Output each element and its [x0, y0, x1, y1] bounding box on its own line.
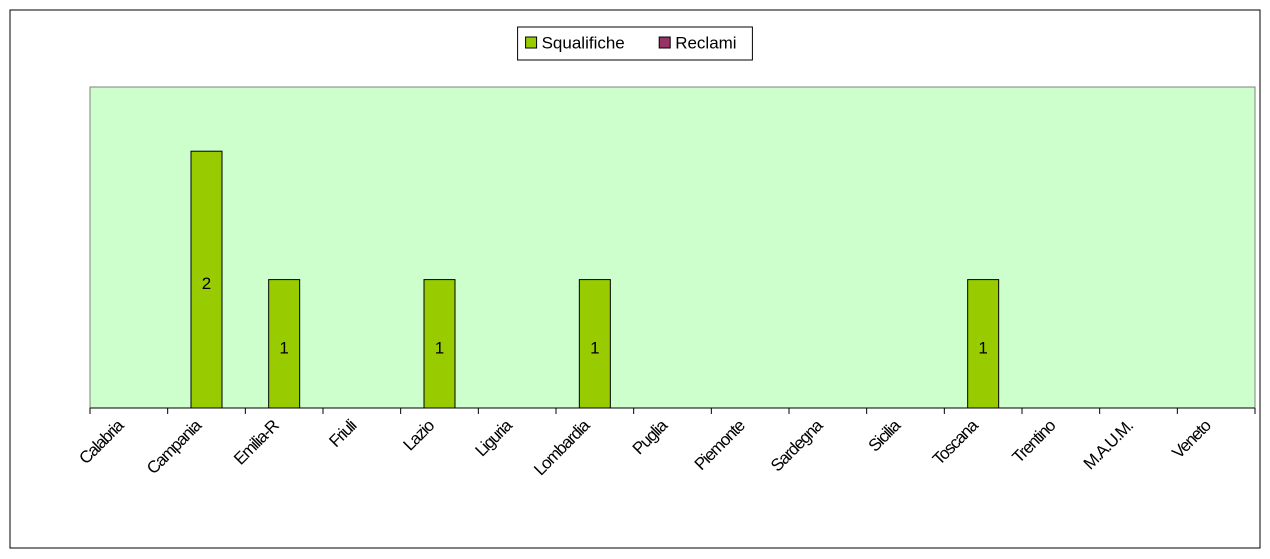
legend-label: Squalifiche: [542, 33, 625, 52]
plot-area: [89, 86, 1256, 409]
data-label: 2: [202, 274, 211, 293]
legend-swatch: [525, 36, 538, 49]
data-label: 1: [590, 338, 599, 357]
bar: [967, 279, 1000, 409]
bar: [578, 279, 611, 409]
bar: [268, 279, 301, 409]
legend-label: Reclami: [675, 33, 736, 52]
legend-box: [517, 26, 753, 61]
data-label: 1: [435, 338, 444, 357]
bar: [423, 279, 456, 409]
data-label: 1: [978, 338, 987, 357]
bar: [190, 150, 223, 409]
data-label: 1: [279, 338, 288, 357]
legend-swatch: [658, 36, 671, 49]
